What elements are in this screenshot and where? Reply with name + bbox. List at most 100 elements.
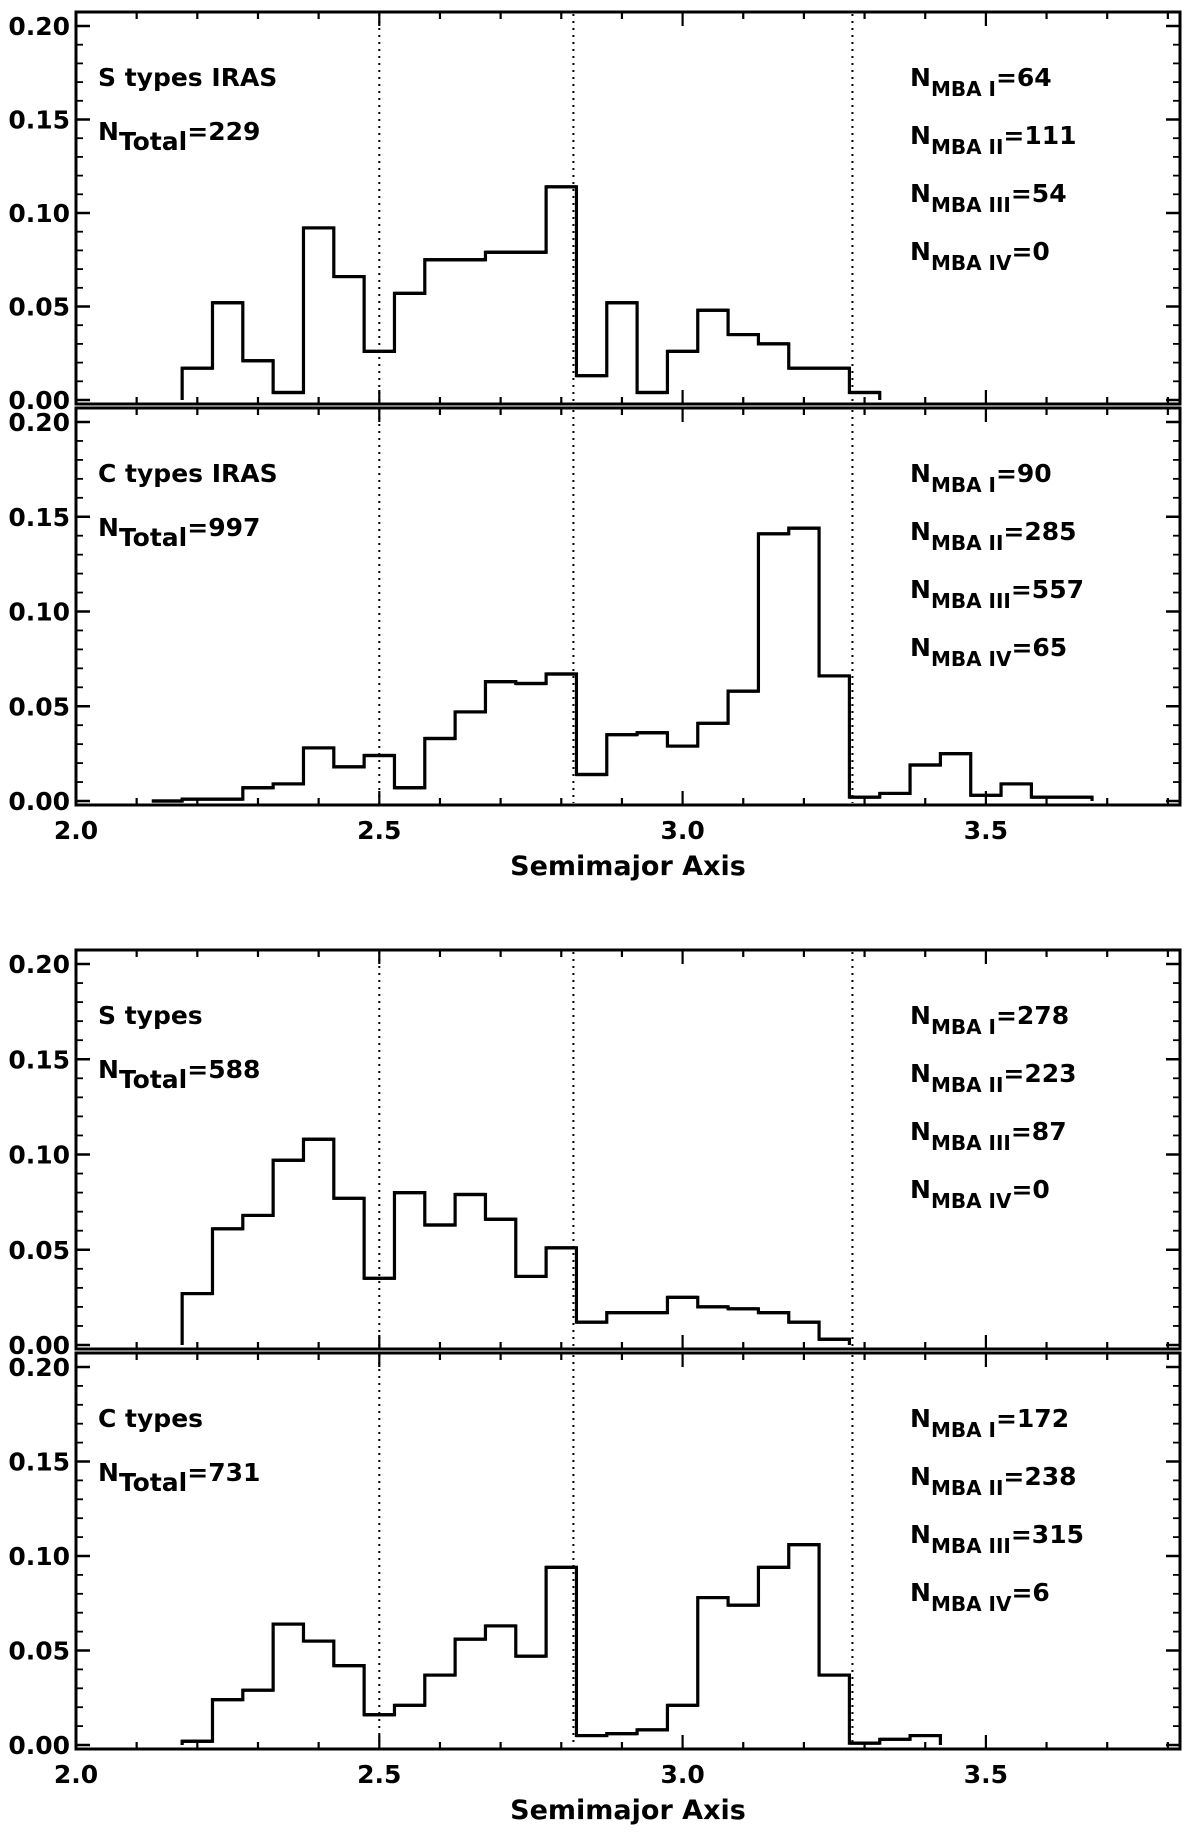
region-subscript: MBA II bbox=[931, 1476, 1003, 1500]
total-subscript: Total bbox=[119, 127, 187, 156]
n-symbol: N bbox=[910, 179, 931, 208]
plot-frame bbox=[74, 948, 1182, 1351]
n-symbol: N bbox=[910, 1001, 931, 1030]
region-count: NMBA IV=65 bbox=[910, 633, 1067, 671]
n-symbol: N bbox=[910, 237, 931, 266]
region-value: =285 bbox=[1003, 517, 1076, 546]
y-tick-label: 0.05 bbox=[8, 1236, 70, 1265]
region-subscript: MBA III bbox=[931, 193, 1011, 217]
total-value: =997 bbox=[187, 513, 260, 542]
total-count: NTotal=731 bbox=[98, 1458, 260, 1497]
region-value: =238 bbox=[1003, 1462, 1076, 1491]
plot-frame bbox=[74, 10, 1182, 406]
n-symbol: N bbox=[910, 1578, 931, 1607]
region-count: NMBA I=90 bbox=[910, 459, 1052, 497]
plot-frame bbox=[74, 406, 1182, 807]
region-value: =111 bbox=[1003, 121, 1076, 150]
n-symbol: N bbox=[910, 1404, 931, 1433]
n-symbol: N bbox=[98, 1458, 119, 1487]
y-tick-label: 0.20 bbox=[8, 408, 70, 437]
region-value: =278 bbox=[996, 1001, 1069, 1030]
n-symbol: N bbox=[910, 517, 931, 546]
region-count: NMBA I=278 bbox=[910, 1001, 1069, 1039]
y-tick-label: 0.15 bbox=[8, 1045, 70, 1074]
x-tick-label: 2.0 bbox=[54, 816, 98, 845]
region-count: NMBA II=111 bbox=[910, 121, 1077, 159]
total-subscript: Total bbox=[119, 1468, 187, 1497]
n-symbol: N bbox=[910, 1462, 931, 1491]
region-subscript: MBA III bbox=[931, 589, 1011, 613]
total-subscript: Total bbox=[119, 523, 187, 552]
n-symbol: N bbox=[910, 1059, 931, 1088]
region-subscript: MBA I bbox=[931, 1418, 996, 1442]
y-tick-label: 0.10 bbox=[8, 598, 70, 627]
region-subscript: MBA IV bbox=[931, 251, 1012, 275]
total-count: NTotal=588 bbox=[98, 1055, 260, 1094]
y-tick-label: 0.20 bbox=[8, 12, 70, 41]
region-value: =87 bbox=[1011, 1117, 1067, 1146]
region-value: =0 bbox=[1011, 1175, 1049, 1204]
n-symbol: N bbox=[910, 459, 931, 488]
panel-1: 0.000.050.100.150.20S types IRASNTotal=2… bbox=[8, 10, 1182, 415]
region-value: =315 bbox=[1011, 1520, 1084, 1549]
histogram-series bbox=[180, 1543, 942, 1745]
n-symbol: N bbox=[98, 117, 119, 146]
region-value: =65 bbox=[1011, 633, 1067, 662]
region-count: NMBA II=238 bbox=[910, 1462, 1077, 1500]
region-value: =6 bbox=[1011, 1578, 1049, 1607]
n-symbol: N bbox=[910, 633, 931, 662]
x-axis-label: Semimajor Axis bbox=[510, 1795, 746, 1826]
x-tick-label: 3.5 bbox=[964, 816, 1008, 845]
region-value: =0 bbox=[1011, 237, 1049, 266]
region-count: NMBA IV=0 bbox=[910, 237, 1050, 275]
region-count: NMBA III=54 bbox=[910, 179, 1067, 217]
x-tick-label: 3.0 bbox=[660, 1760, 704, 1789]
y-tick-label: 0.20 bbox=[8, 950, 70, 979]
region-subscript: MBA III bbox=[931, 1131, 1011, 1155]
n-symbol: N bbox=[98, 1055, 119, 1084]
y-tick-label: 0.00 bbox=[8, 1331, 70, 1360]
n-symbol: N bbox=[910, 121, 931, 150]
x-tick-label: 3.5 bbox=[964, 1760, 1008, 1789]
region-subscript: MBA I bbox=[931, 473, 996, 497]
panel-3: 0.000.050.100.150.20S typesNTotal=588NMB… bbox=[8, 948, 1182, 1360]
total-count: NTotal=997 bbox=[98, 513, 260, 552]
region-subscript: MBA IV bbox=[931, 1592, 1012, 1616]
region-value: =90 bbox=[996, 459, 1052, 488]
total-value: =588 bbox=[187, 1055, 260, 1084]
y-tick-label: 0.05 bbox=[8, 293, 70, 322]
panel-label: C types bbox=[98, 1404, 203, 1433]
y-tick-label: 0.00 bbox=[8, 1731, 70, 1760]
y-tick-label: 0.00 bbox=[8, 386, 70, 415]
total-value: =229 bbox=[187, 117, 260, 146]
region-subscript: MBA III bbox=[931, 1534, 1011, 1558]
total-subscript: Total bbox=[119, 1065, 187, 1094]
n-symbol: N bbox=[910, 63, 931, 92]
total-value: =731 bbox=[187, 1458, 260, 1487]
region-value: =223 bbox=[1003, 1059, 1076, 1088]
region-count: NMBA III=87 bbox=[910, 1117, 1067, 1155]
region-subscript: MBA I bbox=[931, 77, 996, 101]
region-value: =54 bbox=[1011, 179, 1067, 208]
y-tick-label: 0.15 bbox=[8, 106, 70, 135]
n-symbol: N bbox=[910, 575, 931, 604]
region-value: =64 bbox=[996, 63, 1052, 92]
plot-frame bbox=[74, 1351, 1182, 1751]
region-value: =557 bbox=[1011, 575, 1084, 604]
n-symbol: N bbox=[910, 1117, 931, 1146]
y-tick-label: 0.00 bbox=[8, 787, 70, 816]
y-tick-label: 0.05 bbox=[8, 692, 70, 721]
panel-label: S types bbox=[98, 1001, 203, 1030]
y-tick-label: 0.10 bbox=[8, 1141, 70, 1170]
y-tick-label: 0.10 bbox=[8, 199, 70, 228]
region-subscript: MBA II bbox=[931, 1073, 1003, 1097]
n-symbol: N bbox=[910, 1520, 931, 1549]
x-tick-label: 2.0 bbox=[54, 1760, 98, 1789]
y-tick-label: 0.10 bbox=[8, 1542, 70, 1571]
y-tick-label: 0.15 bbox=[8, 503, 70, 532]
region-count: NMBA II=285 bbox=[910, 517, 1077, 555]
region-subscript: MBA IV bbox=[931, 647, 1012, 671]
x-axis-label: Semimajor Axis bbox=[510, 851, 746, 882]
region-value: =172 bbox=[996, 1404, 1069, 1433]
